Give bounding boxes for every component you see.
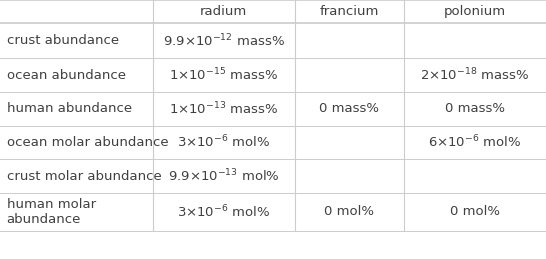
Text: 0 mass%: 0 mass% [319, 102, 379, 115]
Text: crust molar abundance: crust molar abundance [7, 170, 161, 183]
Text: polonium: polonium [444, 5, 506, 18]
Text: ocean molar abundance: ocean molar abundance [7, 136, 168, 149]
Text: human abundance: human abundance [7, 102, 132, 115]
Text: francium: francium [320, 5, 379, 18]
Text: 6×10$^{-6}$ mol%: 6×10$^{-6}$ mol% [429, 134, 521, 151]
Text: 3×10$^{-6}$ mol%: 3×10$^{-6}$ mol% [177, 134, 270, 151]
Text: radium: radium [200, 5, 247, 18]
Text: 9.9×10$^{-12}$ mass%: 9.9×10$^{-12}$ mass% [163, 32, 285, 49]
Text: 0 mol%: 0 mol% [450, 205, 500, 218]
Text: crust abundance: crust abundance [7, 34, 118, 47]
Text: 0 mass%: 0 mass% [445, 102, 505, 115]
Text: ocean abundance: ocean abundance [7, 69, 126, 82]
Text: 1×10$^{-13}$ mass%: 1×10$^{-13}$ mass% [169, 100, 278, 117]
Text: 3×10$^{-6}$ mol%: 3×10$^{-6}$ mol% [177, 203, 270, 220]
Text: human molar
abundance: human molar abundance [7, 198, 96, 226]
Text: 0 mol%: 0 mol% [324, 205, 375, 218]
Text: 9.9×10$^{-13}$ mol%: 9.9×10$^{-13}$ mol% [168, 168, 280, 184]
Text: 2×10$^{-18}$ mass%: 2×10$^{-18}$ mass% [420, 67, 530, 83]
Text: 1×10$^{-15}$ mass%: 1×10$^{-15}$ mass% [169, 67, 278, 83]
